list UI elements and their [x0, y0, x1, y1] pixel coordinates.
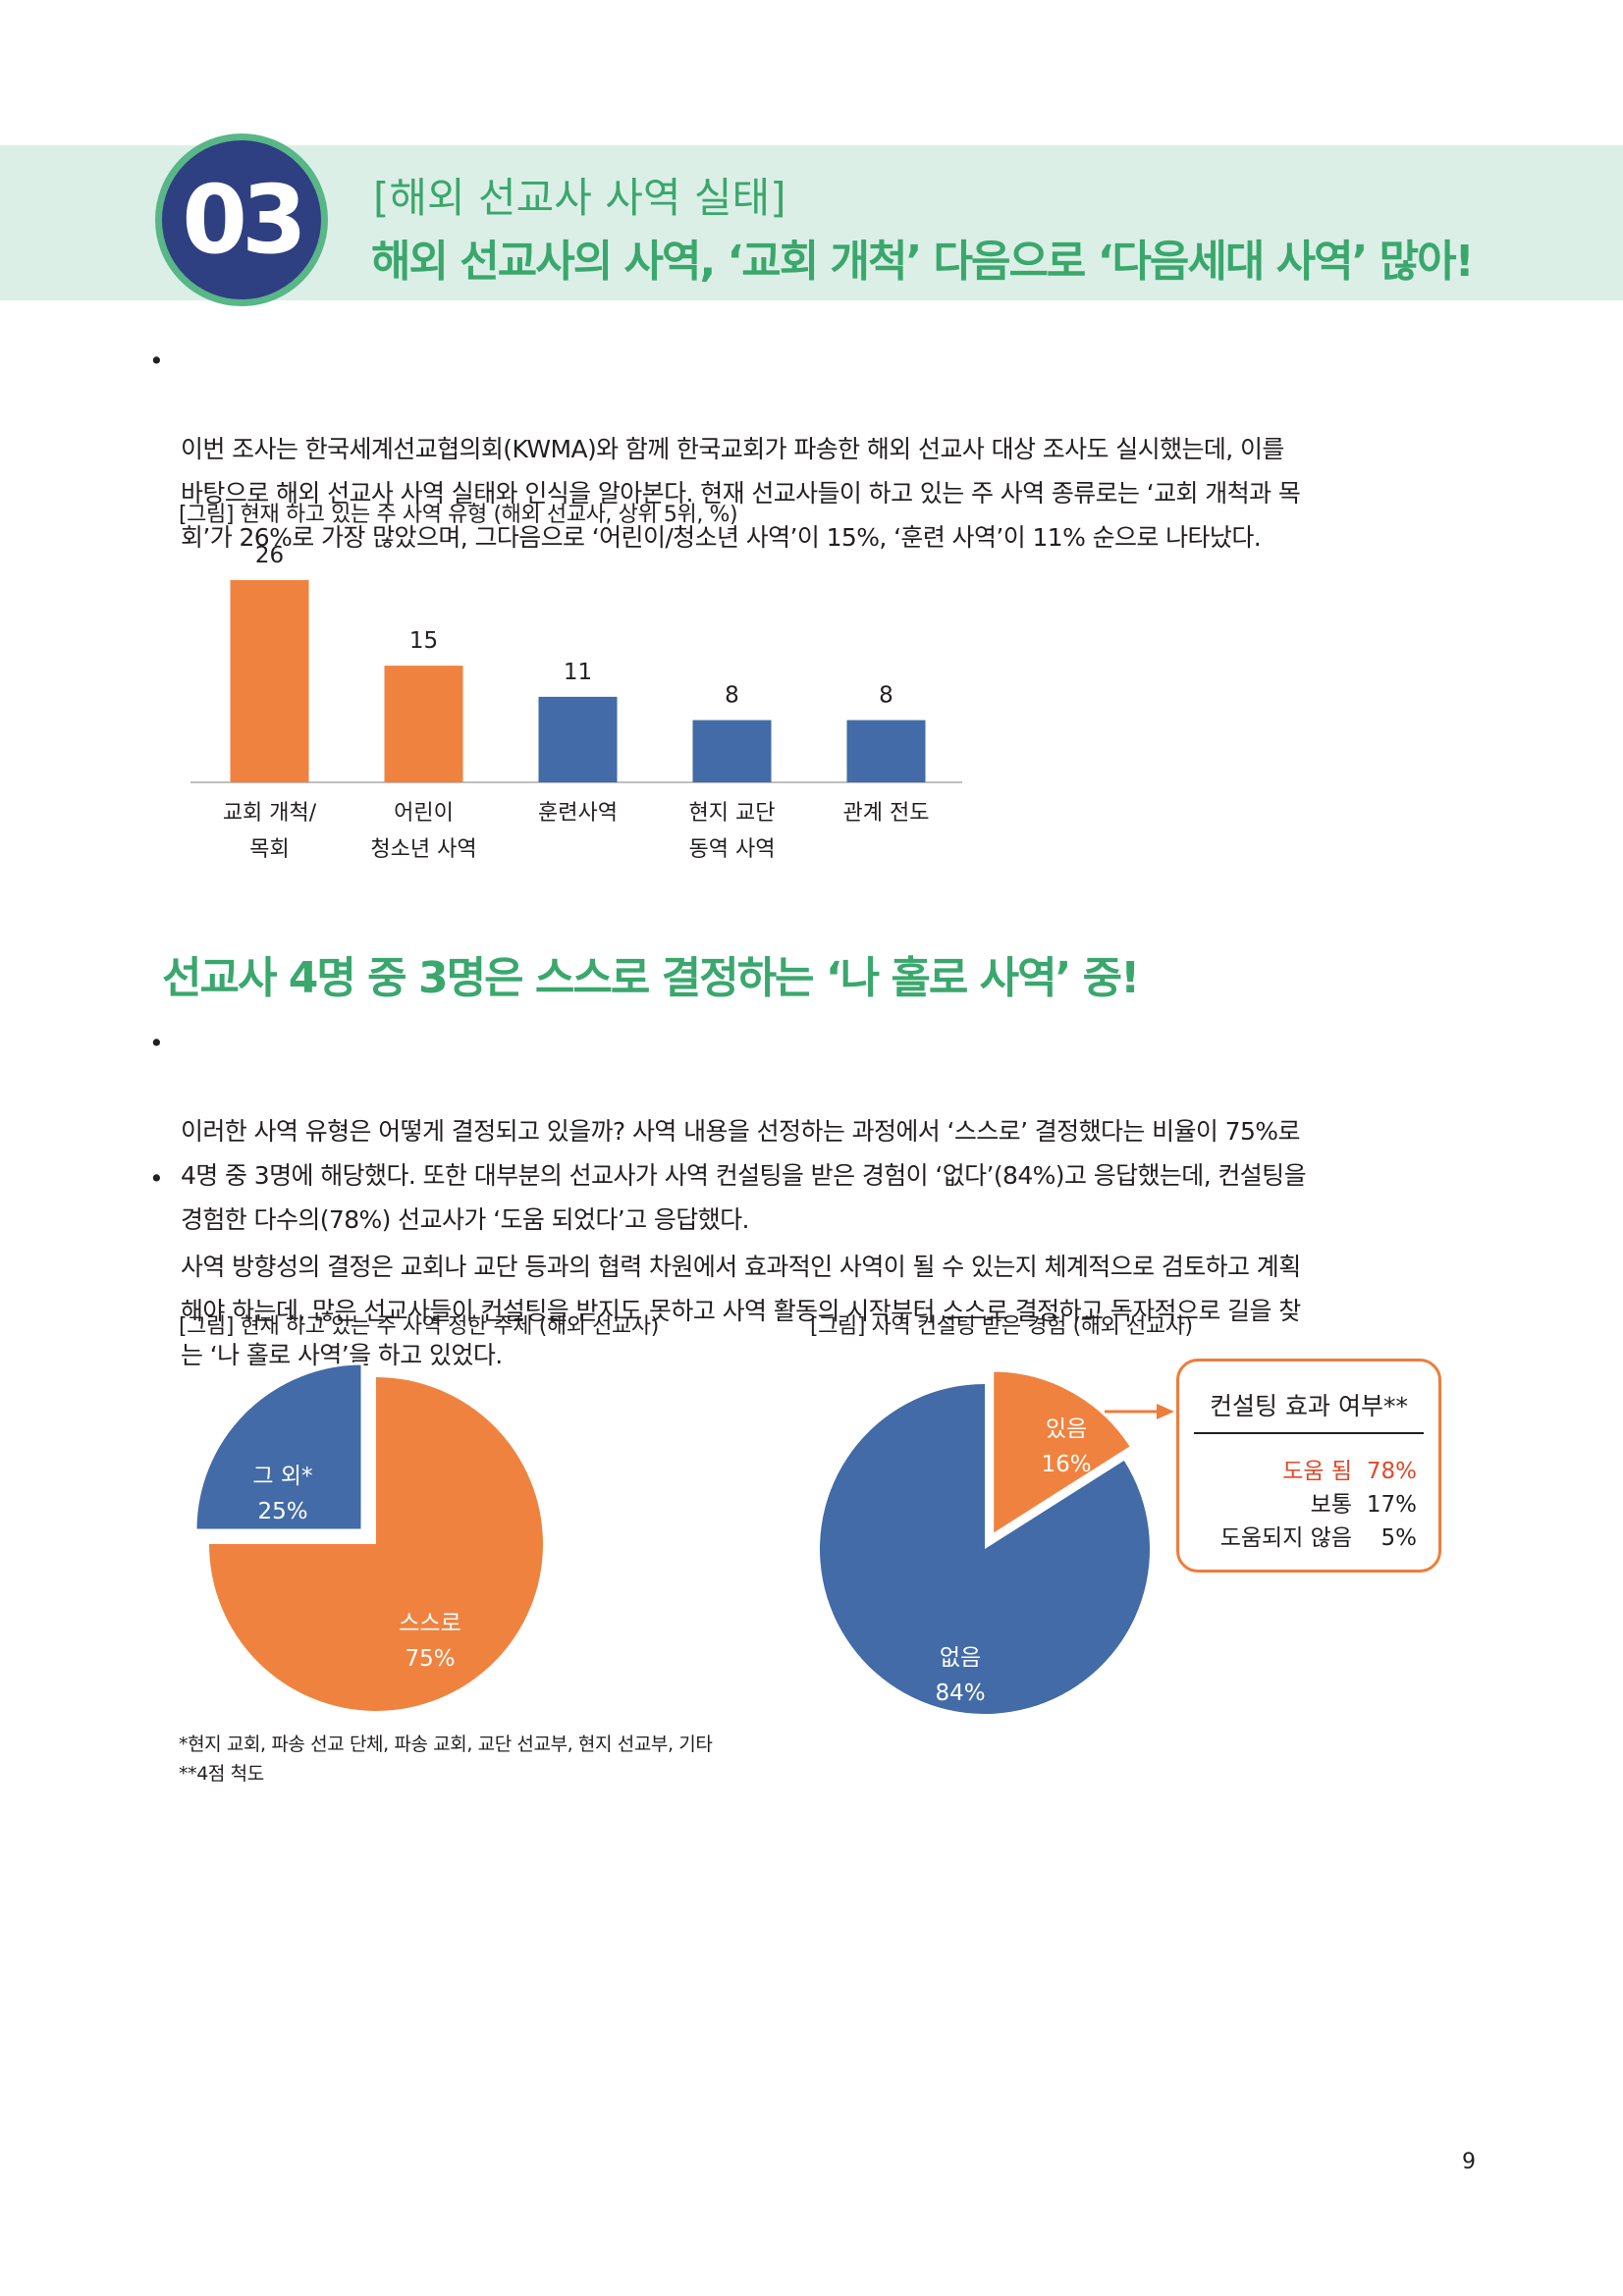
consulting-row-label: 보통 — [1310, 1492, 1352, 1518]
slice-label: 스스로 — [399, 1611, 460, 1636]
consulting-effect-title: 컨설팅 효과 여부** — [1210, 1392, 1408, 1420]
section-kicker: [해외 선교사 사역 실태] — [373, 174, 786, 222]
consulting-row-label: 도움되지 않음 — [1219, 1525, 1352, 1551]
callout-arrow-head — [1157, 1404, 1174, 1419]
footnote-1: *현지 교회, 파송 선교 단체, 파송 교회, 교단 선교부, 현지 선교부,… — [179, 1734, 713, 1755]
category-tick-label: 현지 교단 — [689, 801, 776, 826]
section2-paragraph-2: • 사역 방향성의 결정은 교회나 교단 등과의 협력 차원에서 효과적인 사역… — [149, 1156, 1475, 1421]
bar — [384, 666, 463, 782]
footnote-2: **4점 척도 — [179, 1763, 264, 1785]
section2-paragraph-1: • 이러한 사역 유형은 어떻게 결정되고 있을까? 사역 내용을 선정하는 과… — [149, 1021, 1475, 1286]
bullet: • — [149, 347, 164, 375]
slice-value-label: 84% — [935, 1681, 985, 1706]
consulting-row: 보통 17% — [1189, 1485, 1417, 1519]
divider — [1194, 1432, 1424, 1434]
slice-value-label: 75% — [405, 1646, 455, 1672]
category-tick-label: 청소년 사역 — [370, 837, 476, 862]
bar-value-label: 8 — [725, 683, 739, 709]
consulting-row-value: 17% — [1366, 1492, 1417, 1518]
section2-title: 선교사 4명 중 3명은 스스로 결정하는 ‘나 홀로 사역’ 중! — [162, 953, 1140, 1003]
bar-value-label: 15 — [409, 628, 438, 654]
bullet: • — [149, 1164, 164, 1193]
section2-text-2: 사역 방향성의 결정은 교회나 교단 등과의 협력 차원에서 효과적인 사역이 … — [181, 1253, 1301, 1369]
pie-slice — [193, 1362, 364, 1532]
bar-value-label: 11 — [564, 660, 592, 685]
category-tick-label: 목회 — [249, 837, 289, 862]
bar — [692, 720, 772, 782]
section-headline: 해외 선교사의 사역, ‘교회 개척’ 다음으로 ‘다음세대 사역’ 많아! — [371, 237, 1475, 287]
category-tick-label: 교회 개척/ — [223, 801, 317, 826]
pie-chart-decision: 스스로 75% 그 외* 25% — [193, 1362, 543, 1711]
intro-text: 이번 조사는 한국세계선교협의회(KWMA)와 함께 한국교회가 파송한 해외 … — [181, 435, 1301, 552]
slice-label: 없음 — [940, 1645, 981, 1671]
pie-slice — [209, 1377, 543, 1711]
slice-value-label: 16% — [1041, 1452, 1091, 1477]
bar-value-label: 26 — [255, 543, 284, 568]
category-tick-label: 어린이 — [394, 801, 454, 826]
intro-paragraph: • 이번 조사는 한국세계선교협의회(KWMA)와 함께 한국교회가 파송한 해… — [149, 339, 1475, 604]
section-number-badge: 03 — [155, 133, 328, 306]
bullet: • — [149, 1029, 164, 1057]
consulting-row-value: 78% — [1366, 1459, 1417, 1484]
category-tick-label: 훈련사역 — [538, 801, 618, 826]
bar — [846, 720, 926, 782]
category-tick-label: 동역 사역 — [689, 837, 776, 862]
bar-value-label: 8 — [879, 683, 893, 709]
consulting-row-label: 도움 됨 — [1282, 1459, 1352, 1484]
slice-value-label: 25% — [257, 1499, 307, 1524]
category-tick-label: 관계 전도 — [843, 801, 930, 826]
consulting-row: 도움되지 않음 5% — [1189, 1519, 1417, 1552]
section2-text-1: 이러한 사역 유형은 어떻게 결정되고 있을까? 사역 내용을 선정하는 과정에… — [181, 1117, 1307, 1234]
bar — [538, 696, 618, 782]
consulting-row: 도움 됨 78% — [1189, 1452, 1417, 1485]
bar-chart-caption: [그림] 현재 하고 있는 주 사역 유형 (해외 선교사, 상위 5위, %) — [179, 503, 738, 527]
bar — [230, 580, 309, 782]
slice-label: 있음 — [1046, 1416, 1087, 1442]
consulting-row-value: 5% — [1380, 1525, 1418, 1551]
pie-slice — [991, 1368, 1134, 1538]
pie-chart-consulting: 있음 16% 없음 84% — [819, 1368, 1174, 1714]
consulting-effect-box: 컨설팅 효과 여부** 도움 됨 78% 보통 17% 도움되지 않음 5% — [1176, 1359, 1441, 1573]
slice-label: 그 외* — [252, 1464, 312, 1489]
pie-slice — [819, 1384, 1150, 1714]
pie1-caption: [그림] 현재 하고 있는 주 사역 정한 주체 (해외 선교사) — [179, 1314, 659, 1339]
pie2-caption: [그림] 사역 컨설팅 받은 경험 (해외 선교사) — [810, 1314, 1193, 1339]
page-number: 9 — [1462, 2150, 1476, 2174]
